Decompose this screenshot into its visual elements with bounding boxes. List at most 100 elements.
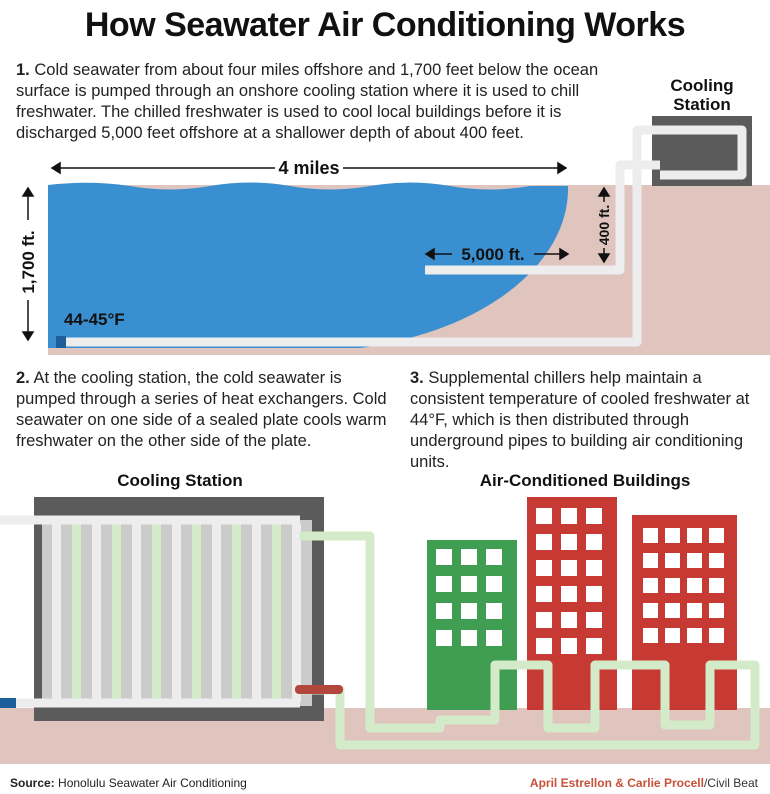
building-window (709, 553, 724, 568)
exchanger-plate (132, 524, 141, 702)
building-red-door (550, 665, 592, 710)
distance-4-miles-label: 4 miles (278, 158, 339, 178)
building-window (536, 586, 552, 602)
step-3-text: 3. Supplemental chillers help maintain a… (410, 368, 755, 473)
building-window (709, 528, 724, 543)
exchanger-plate (212, 524, 221, 702)
building-window (536, 638, 552, 654)
credit-line: April Estrellon & Carlie Procell/Civil B… (530, 776, 758, 790)
building-window (486, 576, 502, 592)
depth-400-arrow (597, 186, 611, 264)
building-window (665, 553, 680, 568)
ocean (48, 182, 569, 348)
building-window (486, 630, 502, 646)
building-window (687, 628, 702, 643)
cooling-distribution-diagram (0, 497, 770, 764)
building-window (665, 528, 680, 543)
building-window (561, 638, 577, 654)
building-window (643, 578, 658, 593)
heat-exchanger-plates (52, 524, 301, 702)
buildings-label: Air-Conditioned Buildings (479, 471, 691, 490)
building-window (709, 628, 724, 643)
building-window (643, 528, 658, 543)
exchanger-plate (172, 524, 181, 702)
building-window (665, 628, 680, 643)
building-window (586, 586, 602, 602)
building-window (665, 578, 680, 593)
building-window (586, 638, 602, 654)
building-window (436, 630, 452, 646)
building-window (461, 603, 477, 619)
step-3-body: Supplemental chillers help maintain a co… (410, 369, 750, 471)
depth-1700-label: 1,700 ft. (19, 230, 38, 293)
distance-4-miles-arrow (50, 161, 568, 175)
building-window (436, 603, 452, 619)
building-window (561, 560, 577, 576)
building-window (687, 528, 702, 543)
building-green-door (450, 683, 492, 710)
cooling-station-top-label: Cooling Station (670, 76, 734, 114)
building-window (436, 576, 452, 592)
supplemental-chiller (295, 685, 343, 694)
building-window (586, 508, 602, 524)
building-window (687, 553, 702, 568)
cooling-station-bottom-label: Cooling Station (117, 471, 243, 490)
temperature-label: 44-45°F (64, 310, 125, 329)
intake-pipe (62, 125, 747, 347)
page-title: How Seawater Air Conditioning Works (84, 6, 686, 44)
building-window (687, 578, 702, 593)
building-window (536, 508, 552, 524)
step-1-number: 1. (16, 61, 30, 79)
seawater-outlet-end (0, 698, 16, 708)
credit-org: /Civil Beat (703, 776, 758, 790)
distance-5000-label: 5,000 ft. (461, 245, 524, 264)
building-green (427, 540, 517, 710)
exchanger-plate (232, 524, 241, 702)
building-window (687, 603, 702, 618)
building-window (586, 534, 602, 550)
step-2-number: 2. (16, 369, 30, 387)
source-text: Honolulu Seawater Air Conditioning (54, 776, 247, 790)
exchanger-plate (92, 524, 101, 702)
building-window (561, 508, 577, 524)
building-window (561, 534, 577, 550)
step-1-body: Cold seawater from about four miles offs… (16, 61, 599, 142)
depth-400-label: 400 ft. (596, 205, 612, 245)
seawater-intake-diagram: 4 miles 1,700 ft. 5,000 ft. 400 ft. 44-4… (19, 116, 770, 355)
step-1-text: 1. Cold seawater from about four miles o… (16, 60, 616, 144)
source-label: Source: (10, 776, 55, 790)
building-window (709, 578, 724, 593)
building-window (486, 603, 502, 619)
building-window (536, 534, 552, 550)
depth-1700-arrow (21, 186, 35, 342)
freshwater-pipe (300, 531, 760, 750)
building-window (643, 553, 658, 568)
building-window (709, 603, 724, 618)
building-window (461, 630, 477, 646)
exchanger-plate (272, 524, 281, 702)
distance-5000-arrow (424, 247, 570, 261)
discharge-pipe (425, 160, 660, 275)
exchanger-plate (112, 524, 121, 702)
building-window (486, 549, 502, 565)
exchanger-plate (52, 524, 61, 702)
source-line: Source: Honolulu Seawater Air Conditioni… (10, 776, 247, 790)
step-3-number: 3. (410, 369, 424, 387)
building-window (561, 612, 577, 628)
building-window (461, 576, 477, 592)
building-window (586, 560, 602, 576)
building-window (461, 549, 477, 565)
intake-pipe-end (56, 336, 66, 348)
credit-authors: April Estrellon & Carlie Procell (529, 776, 704, 790)
exchanger-plate (292, 524, 301, 702)
building-window (586, 612, 602, 628)
building-window (643, 603, 658, 618)
step-2-text: 2. At the cooling station, the cold seaw… (16, 368, 391, 452)
exchanger-plate (72, 524, 81, 702)
building-window (536, 560, 552, 576)
building-window (643, 628, 658, 643)
building-window (436, 549, 452, 565)
exchanger-plate (192, 524, 201, 702)
building-window (665, 603, 680, 618)
building-window (536, 612, 552, 628)
